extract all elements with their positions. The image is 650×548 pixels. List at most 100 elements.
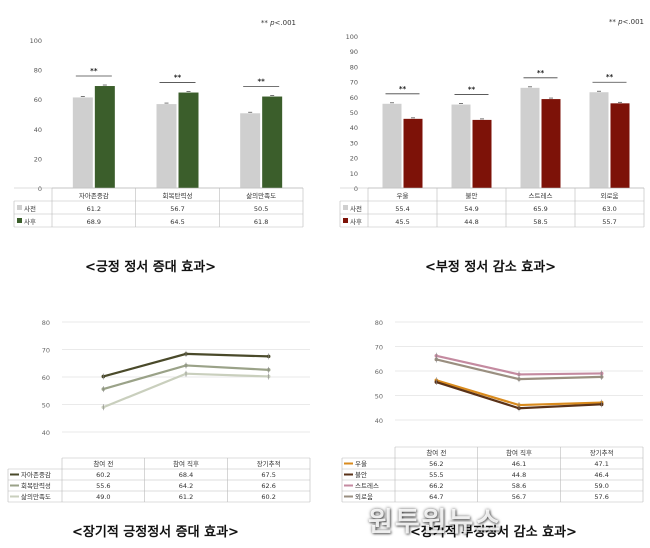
y-tick-label: 80 — [350, 63, 358, 71]
category-label: 장기추적 — [257, 459, 281, 468]
legend-label: 회복탄력성 — [21, 481, 51, 490]
y-tick-label: 40 — [34, 126, 42, 134]
y-tick-label: 60 — [42, 374, 50, 382]
significance-mark: ** — [606, 73, 614, 81]
y-tick-label: 10 — [350, 170, 358, 178]
legend-swatch-사후 — [343, 218, 348, 223]
table-value: 47.1 — [594, 460, 608, 468]
y-tick-label: 70 — [375, 344, 383, 352]
series-line-우울 — [436, 379, 602, 407]
table-value: 55.5 — [429, 471, 443, 479]
table-value: 62.6 — [261, 482, 275, 490]
caption-negative-emotion: <부정 정서 감소 효과> — [425, 260, 557, 275]
legend-swatch-사후 — [17, 218, 22, 223]
legend-label: 삶의만족도 — [21, 492, 51, 501]
table-value: 66.2 — [429, 482, 443, 490]
legend-label: 우울 — [355, 460, 367, 468]
legend-swatch-사전 — [17, 205, 22, 210]
bar-사전-외로움 — [589, 92, 609, 188]
table-value: 58.5 — [533, 218, 547, 226]
y-tick-label: 60 — [375, 368, 383, 376]
caption-positive-emotion: <긍정 정서 증대 효과> — [85, 260, 217, 275]
category-label: 자아존중감 — [79, 191, 109, 200]
table-value: 63.0 — [602, 205, 616, 213]
y-tick-label: 70 — [42, 347, 50, 355]
y-tick-label: 100 — [30, 37, 42, 45]
significance-mark: ** — [537, 69, 545, 77]
y-tick-label: 0 — [354, 185, 358, 193]
y-tick-label: 100 — [346, 33, 358, 41]
bar-사전-스트레스 — [520, 87, 540, 188]
table-value: 60.2 — [261, 493, 275, 501]
table-value: 50.5 — [254, 205, 268, 213]
y-tick-label: 30 — [350, 139, 358, 147]
table-value: 56.7 — [512, 493, 526, 501]
legend-label: 스트레스 — [355, 481, 379, 490]
significance-mark: ** — [90, 67, 98, 75]
bar-사후-회복탄력성 — [178, 92, 199, 188]
table-value: 64.5 — [170, 218, 184, 226]
y-tick-label: 50 — [375, 393, 383, 401]
table-value: 55.6 — [96, 482, 110, 490]
y-tick-label: 80 — [34, 67, 42, 75]
bar-사전-우울 — [382, 103, 402, 188]
y-tick-label: 50 — [42, 402, 50, 410]
table-value: 44.8 — [464, 218, 478, 226]
category-label: 스트레스 — [529, 191, 553, 200]
caption-long-term-negative: <장기적 부정정서 감소 효과> — [410, 525, 577, 540]
y-tick-label: 40 — [375, 417, 383, 425]
bar-사전-회복탄력성 — [156, 104, 177, 188]
table-value: 64.7 — [429, 493, 443, 501]
watermark-logo: 원투원뉴스 — [368, 507, 503, 538]
legend-label: 사전 — [350, 204, 362, 213]
bar-사전-삶의만족도 — [240, 113, 261, 188]
legend-label: 사후 — [350, 217, 362, 226]
table-value: 59.0 — [594, 482, 608, 490]
table-value: 68.4 — [179, 471, 193, 479]
table-value: 46.1 — [512, 460, 526, 468]
category-label: 외로움 — [601, 192, 619, 200]
category-label: 불안 — [466, 191, 478, 200]
table-value: 65.9 — [533, 205, 547, 213]
category-label: 참여 직후 — [173, 459, 199, 468]
y-tick-label: 40 — [42, 429, 50, 437]
caption-long-term-positive: <장기적 긍정정서 증대 효과> — [72, 525, 239, 540]
table-value: 60.2 — [96, 471, 110, 479]
table-value: 57.6 — [594, 493, 608, 501]
y-tick-label: 50 — [350, 109, 358, 117]
table-value: 61.2 — [179, 493, 193, 501]
category-label: 참여 전 — [93, 459, 113, 468]
bar-사후-삶의만족도 — [262, 96, 283, 188]
legend-label: 외로움 — [355, 493, 373, 501]
table-value: 67.5 — [261, 471, 275, 479]
category-label: 삶의만족도 — [246, 191, 276, 200]
table-value: 46.4 — [594, 471, 608, 479]
category-label: 우울 — [397, 192, 409, 200]
legend-swatch-사전 — [343, 205, 348, 210]
y-tick-label: 80 — [375, 319, 383, 327]
category-label: 장기추적 — [590, 448, 614, 457]
significance-mark: ** — [258, 78, 266, 86]
bar-사전-자아존중감 — [72, 97, 93, 188]
table-value: 61.8 — [254, 218, 268, 226]
table-value: 44.8 — [512, 471, 526, 479]
bar-사후-외로움 — [610, 103, 630, 188]
bar-사후-불안 — [472, 119, 492, 188]
y-tick-label: 90 — [350, 48, 358, 56]
p-value-note: ** p<.001 — [609, 18, 644, 26]
table-value: 49.0 — [96, 493, 110, 501]
y-tick-label: 0 — [38, 185, 42, 193]
table-value: 58.6 — [512, 482, 526, 490]
table-value: 54.9 — [464, 205, 478, 213]
p-value-note: ** p<.001 — [261, 19, 296, 27]
y-tick-label: 20 — [34, 155, 42, 163]
legend-label: 사후 — [24, 217, 36, 226]
legend-label: 불안 — [355, 470, 367, 479]
table-value: 55.4 — [395, 205, 409, 213]
table-value: 45.5 — [395, 218, 409, 226]
y-tick-label: 80 — [42, 319, 50, 327]
